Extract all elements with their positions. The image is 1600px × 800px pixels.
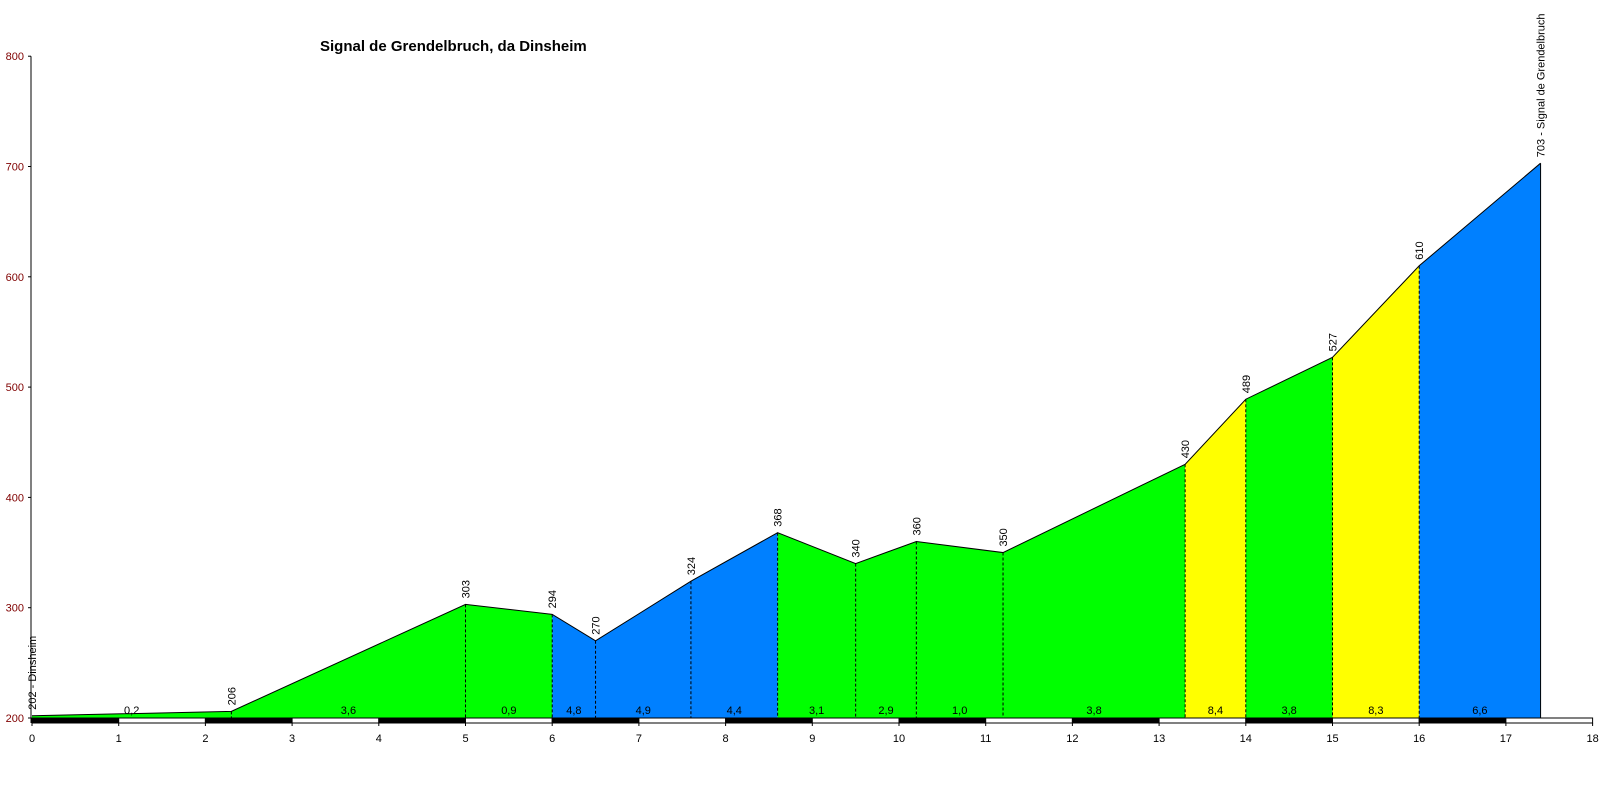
km-bar-cell	[1158, 717, 1247, 724]
x-tick-label: 11	[980, 733, 991, 745]
profile-segment	[231, 604, 466, 718]
km-bar-cell	[1245, 717, 1334, 724]
km-bar-cell	[31, 717, 120, 724]
profile-segment	[855, 541, 917, 718]
gradient-label: 8,3	[1368, 705, 1383, 717]
gradient-label: 3,6	[341, 705, 356, 717]
profile-segment	[690, 532, 778, 718]
profile-segment	[32, 711, 232, 718]
x-tick-label: 8	[723, 733, 729, 745]
km-bar-cell	[551, 717, 640, 724]
profile-outline	[31, 162, 1542, 718]
profile-segment	[465, 604, 553, 718]
x-tick-label: 10	[893, 733, 905, 745]
km-bar-cell	[291, 717, 380, 724]
y-tick-label: 600	[6, 272, 24, 284]
x-tick-label: 1	[116, 733, 122, 745]
altitude-label: 294	[547, 590, 559, 608]
x-tick-label: 4	[376, 733, 382, 745]
x-tick-label: 17	[1500, 733, 1512, 745]
y-tick-label: 800	[6, 51, 24, 63]
x-tick-label: 5	[462, 733, 468, 745]
altitude-label: 206	[226, 687, 238, 705]
km-bar-cell	[985, 717, 1073, 724]
gradient-segments	[32, 163, 1541, 719]
altitude-label: 489	[1241, 375, 1253, 393]
y-tick-label: 700	[6, 162, 24, 174]
km-bar-cell	[1071, 717, 1160, 724]
km-bar-cell	[638, 717, 727, 724]
x-tick-label: 15	[1326, 733, 1338, 745]
altitude-label: 303	[461, 580, 473, 598]
gradient-label: 8,4	[1208, 705, 1223, 717]
profile-segment	[1003, 464, 1186, 718]
y-tick-label: 400	[6, 492, 24, 504]
y-tick-label: 300	[6, 603, 24, 615]
y-tick-label: 200	[6, 713, 24, 725]
x-tick-label: 3	[289, 733, 295, 745]
km-bar-cell	[378, 717, 466, 724]
profile-segment	[777, 532, 856, 718]
x-tick-label: 14	[1240, 733, 1252, 745]
gradient-label: 3,1	[809, 705, 824, 717]
altitude-label: 368	[773, 508, 785, 526]
x-tick-label: 0	[29, 733, 35, 745]
x-tick-label: 12	[1066, 733, 1078, 745]
gradient-label: 3,8	[1086, 705, 1101, 717]
x-tick-label: 13	[1153, 733, 1165, 745]
profile-line	[31, 162, 1541, 717]
segment-separators	[230, 265, 1420, 718]
x-tick-label: 7	[636, 733, 642, 745]
altitude-label: 430	[1180, 440, 1192, 458]
km-bar-cell	[725, 717, 813, 724]
x-tick-label: 6	[549, 733, 555, 745]
profile-segment	[595, 581, 691, 718]
gradient-label: 4,4	[727, 705, 742, 717]
km-bar-cell	[1332, 717, 1420, 724]
altitude-label: 350	[998, 528, 1010, 546]
km-bar-cell	[465, 717, 553, 724]
chart-title: Signal de Grendelbruch, da Dinsheim	[320, 38, 587, 55]
x-tick-label: 18	[1586, 733, 1598, 745]
altitude-label: 527	[1328, 333, 1340, 351]
km-bar-cell	[898, 717, 987, 724]
km-bar-cell	[811, 717, 900, 724]
gradient-label: 0,2	[124, 705, 139, 717]
km-bar-cell	[1418, 717, 1507, 724]
altitude-label: 610	[1414, 241, 1426, 259]
gradient-label: 2,9	[878, 705, 893, 717]
gradient-label: 0,9	[501, 705, 516, 717]
gradient-label: 6,6	[1472, 705, 1487, 717]
profile-segment	[916, 541, 1004, 718]
profile-segment	[1185, 399, 1246, 718]
gradient-label: 4,9	[636, 705, 651, 717]
gradient-labels: 0,2 3,6 0,9 4,8 4,9 4,4 3,1 2,9 1,0 3,8 8,4 3,8 8,3 6…	[124, 705, 1487, 717]
profile-segment	[1419, 163, 1541, 719]
x-tick-label: 16	[1413, 733, 1425, 745]
profile-segment	[552, 614, 596, 718]
altitude-label: 202 - Dinsheim	[27, 636, 39, 710]
km-bar-cell	[118, 717, 206, 724]
x-tick-label: 9	[809, 733, 815, 745]
altitude-label: 360	[911, 517, 923, 535]
profile-segment	[1245, 357, 1333, 718]
altitude-labels: 202 - Dinsheim 206 303 294 270 324 368 340 360 35…	[27, 13, 1548, 709]
altitude-label: 340	[851, 539, 863, 557]
km-bar-cell	[204, 717, 293, 724]
km-bar-cell	[1505, 717, 1594, 724]
altitude-label: 703 - Signal de Grendelbruch	[1536, 13, 1548, 157]
profile-segment	[1332, 265, 1420, 718]
kilometer-bar	[31, 717, 1594, 724]
x-tick-label: 2	[202, 733, 208, 745]
altitude-label: 270	[591, 616, 603, 634]
gradient-label: 4,8	[566, 705, 581, 717]
y-tick-label: 500	[6, 382, 24, 394]
gradient-label: 3,8	[1282, 705, 1297, 717]
altitude-label: 324	[686, 557, 698, 575]
gradient-label: 1,0	[952, 705, 967, 717]
